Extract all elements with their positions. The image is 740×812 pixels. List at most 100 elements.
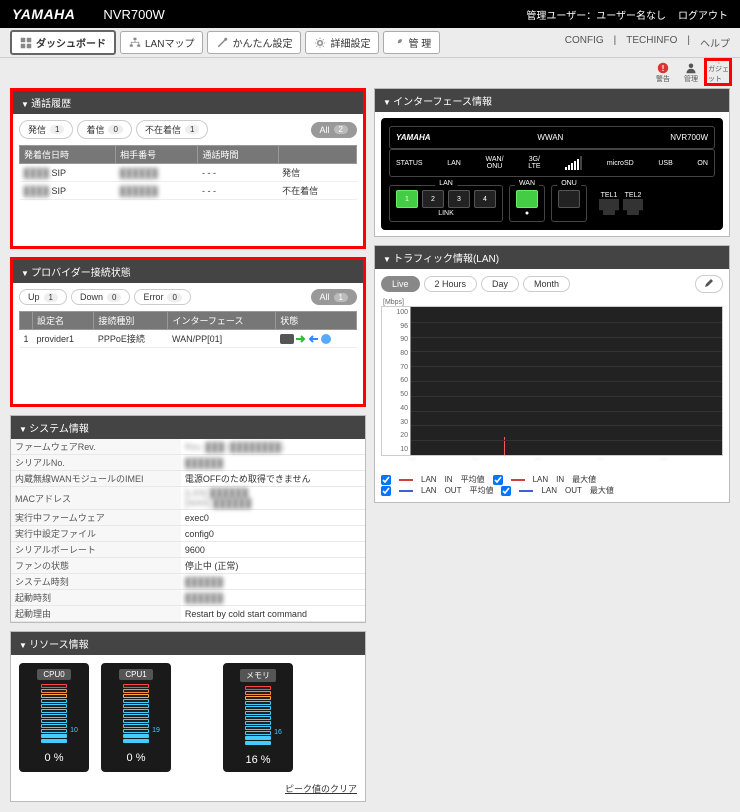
model-name: NVR700W [103,7,164,22]
admin-user-label: 管理ユーザー：ユーザー名なし [526,7,666,22]
sysinfo-row: ファームウェアRev.Rev. ███ (████████) [11,439,365,455]
wand-icon [216,37,228,49]
sysinfo-row: 起動理由Restart by cold start command [11,606,365,622]
lanmap-icon [129,37,141,49]
alert-icon[interactable]: !警告 [652,62,674,84]
pencil-icon [704,278,714,288]
top-bar: YAMAHA NVR700W 管理ユーザー：ユーザー名なし ログアウト [0,0,740,28]
provider-panel: プロバイダー接続状態 Up1 Down0 Error0 All1 設定名接続種別… [10,257,366,407]
tab-admin[interactable]: 管 理 [383,31,440,54]
filter-all[interactable]: All1 [311,289,357,305]
sysinfo-row: 起動時刻██████ [11,590,365,606]
tel1-port [599,199,619,215]
wan-port [516,190,538,208]
traffic-panel: トラフィック情報(LAN) Live 2 Hours Day Month [Mb… [374,245,730,503]
traffic-live-button[interactable]: Live [381,276,420,292]
y-axis-unit: [Mbps] [381,299,723,306]
link-techinfo[interactable]: TECHINFO [626,35,677,50]
panel-header[interactable]: システム情報 [11,416,365,439]
onu-port [558,190,580,208]
filter-down[interactable]: Down0 [71,289,130,305]
traffic-month-button[interactable]: Month [523,276,570,292]
resource-panel: リソース情報 CPU0100 %CPU1190 %メモリ1616 % ピーク値の… [10,631,366,802]
filter-up[interactable]: Up1 [19,289,67,305]
lan-port-group: LAN 1 2 3 4 LINK [389,185,503,222]
filter-missed[interactable]: 不在着信1 [136,120,208,139]
call-history-panel: 通話履歴 発信1 着信0 不在着信1 All2 発着信日時相手番号通話時間 ██… [10,88,366,249]
onu-port-group: ONU [551,185,587,222]
chart-legend: LANIN平均値 LANIN最大値 LANOUT平均値 LANOUT最大値 [381,474,723,496]
wwan-label: WWAN [537,133,563,142]
gear-icon [314,37,326,49]
dashboard-icon [20,37,32,49]
gauge: CPU1190 % [101,663,171,772]
link-help[interactable]: ヘルプ [700,35,730,50]
panel-header[interactable]: インターフェース情報 [375,89,729,112]
wrench-icon [392,37,404,49]
traffic-2h-button[interactable]: 2 Hours [424,276,478,292]
legend-checkbox[interactable] [493,475,503,485]
traffic-day-button[interactable]: Day [481,276,519,292]
call-history-table: 発着信日時相手番号通話時間 ████ SIP██████- - -発信 ████… [19,145,357,200]
provider-table: 設定名接続種別インターフェース状態 1 provider1 PPPoE接続 WA… [19,311,357,348]
lan-port-2: 2 [422,190,444,208]
interface-panel: インターフェース情報 YAMAHA WWAN NVR700W STATUS LA… [374,88,730,237]
tab-label: ダッシュボード [36,35,106,50]
brand-logo: YAMAHA [12,6,75,22]
sysinfo-row: 実行中設定ファイルconfig0 [11,526,365,542]
tab-label: 管 理 [408,35,431,50]
panel-header[interactable]: プロバイダー接続状態 [13,260,363,283]
lan-port-1: 1 [396,190,418,208]
legend-checkbox[interactable] [381,486,391,496]
panel-header[interactable]: 通話履歴 [13,91,363,114]
system-info-table: ファームウェアRev.Rev. ███ (████████)シリアルNo.███… [11,439,365,622]
table-row: ████ SIP██████- - -発信 [20,164,357,182]
panel-header[interactable]: トラフィック情報(LAN) [375,246,729,269]
filter-outgoing[interactable]: 発信1 [19,120,73,139]
table-row: 1 provider1 PPPoE接続 WAN/PP[01] [20,330,357,348]
tel2-port [623,199,643,215]
filter-error[interactable]: Error0 [134,289,190,305]
device-diagram: YAMAHA WWAN NVR700W STATUS LAN WAN/ ONU … [381,118,723,230]
table-row: ████ SIP██████- - -不在着信 [20,182,357,200]
signal-bars-icon [565,156,582,170]
filter-all[interactable]: All2 [311,122,357,138]
wan-port-group: WAN ● [509,185,545,222]
arrow-right-icon [296,334,306,344]
tab-detail[interactable]: 詳細設定 [305,31,379,54]
legend-checkbox[interactable] [381,475,391,485]
traffic-chart: 10096908070605040302010 [381,306,723,456]
svg-text:!: ! [662,64,665,73]
legend-checkbox[interactable] [501,486,511,496]
tab-easy[interactable]: かんたん設定 [207,31,301,54]
lan-port-4: 4 [474,190,496,208]
globe-icon [320,333,332,345]
sysinfo-row: シリアルボーレート9600 [11,542,365,558]
sysinfo-row: シリアルNo.██████ [11,455,365,471]
sysinfo-row: MACアドレス[LAN] ██████ [WAN] ██████ [11,487,365,510]
filter-incoming[interactable]: 着信0 [77,120,131,139]
status-bar: !警告 管理 ガジェット [0,58,740,88]
lan-port-3: 3 [448,190,470,208]
tab-bar: ダッシュボード LANマップ かんたん設定 詳細設定 管 理 CONFIG| T… [0,28,740,58]
device-model: NVR700W [670,133,708,142]
sysinfo-row: 実行中ファームウェアexec0 [11,510,365,526]
mgmt-icon[interactable]: 管理 [680,62,702,84]
highlight-box [704,58,732,86]
peak-clear-link[interactable]: ピーク値のクリア [11,780,365,801]
tab-label: LANマップ [145,35,194,50]
sysinfo-row: 内蔵無線WANモジュールのIMEI電源OFFのため取得できません [11,471,365,487]
sysinfo-row: ファンの状態停止中 (正常) [11,558,365,574]
system-info-panel: システム情報 ファームウェアRev.Rev. ███ (████████)シリア… [10,415,366,623]
gauges-row: CPU0100 %CPU1190 %メモリ1616 % [11,655,365,780]
logout-link[interactable]: ログアウト [678,7,728,22]
status-icons [280,333,353,345]
link-config[interactable]: CONFIG [565,35,604,50]
panel-header[interactable]: リソース情報 [11,632,365,655]
tab-dashboard[interactable]: ダッシュボード [10,30,116,55]
chart-plot [410,307,722,455]
tab-lanmap[interactable]: LANマップ [120,31,203,54]
gauge: メモリ1616 % [223,663,293,772]
traffic-edit-button[interactable] [695,275,723,293]
arrow-left-icon [308,334,318,344]
